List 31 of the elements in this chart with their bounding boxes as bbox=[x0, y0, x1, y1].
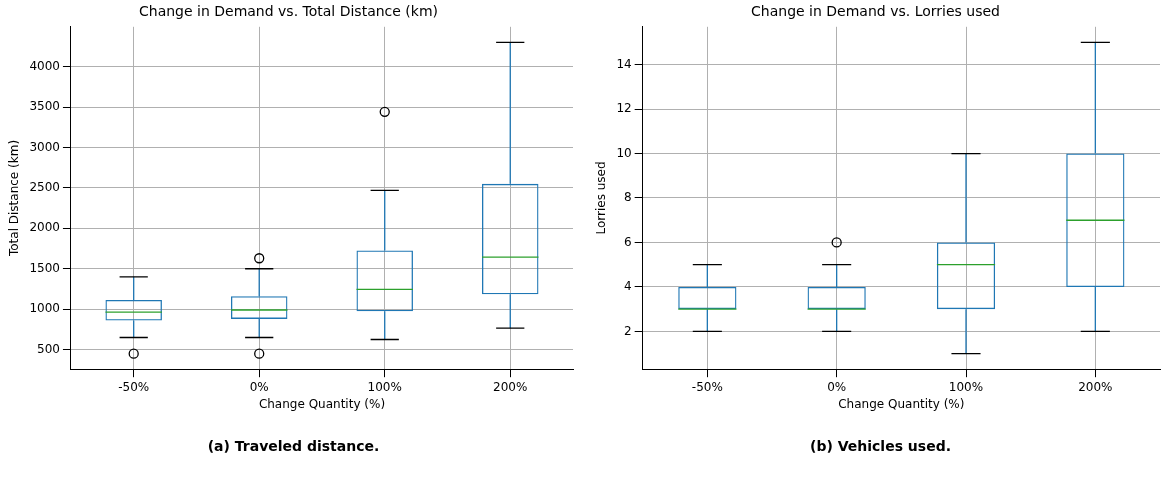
chart-title: Change in Demand vs. Total Distance (km) bbox=[138, 3, 439, 20]
x-tick-label: -50% bbox=[118, 379, 150, 394]
y-tick-label: 12 bbox=[616, 101, 632, 116]
x-tick-label: 100% bbox=[367, 379, 402, 394]
y-tick-label: 500 bbox=[37, 341, 60, 356]
x-tick-label: 0% bbox=[827, 379, 847, 394]
y-tick-label: 1500 bbox=[29, 260, 60, 275]
x-tick-label: -50% bbox=[691, 379, 723, 394]
y-axis-title: Total Distance (km) bbox=[7, 139, 22, 258]
y-tick-label: 6 bbox=[624, 234, 632, 249]
y-tick-label: 1000 bbox=[29, 301, 60, 316]
y-tick-label: 4000 bbox=[29, 58, 60, 73]
y-tick-label: 3500 bbox=[29, 99, 60, 114]
x-tick-label: 100% bbox=[948, 379, 984, 394]
y-tick-label: 2000 bbox=[29, 220, 60, 235]
y-axis-title: Lorries used bbox=[594, 161, 609, 235]
x-axis-title: Change Quantity (%) bbox=[258, 396, 386, 411]
x-tick-label: 0% bbox=[249, 379, 269, 394]
y-tick-label: 8 bbox=[624, 190, 632, 205]
x-axis-title: Change Quantity (%) bbox=[838, 396, 965, 411]
x-tick-label: 200% bbox=[493, 379, 528, 394]
chart-title: Change in Demand vs. Lorries used bbox=[751, 3, 1000, 20]
y-tick-label: 2500 bbox=[29, 180, 60, 195]
y-tick-label: 3000 bbox=[29, 139, 60, 154]
text: (a) Traveled distance. bbox=[206, 438, 381, 454]
text: (b) Vehicles used. bbox=[809, 438, 952, 454]
y-tick-label: 4 bbox=[624, 279, 632, 294]
x-tick-label: 200% bbox=[1078, 379, 1113, 394]
y-tick-label: 2 bbox=[624, 323, 632, 338]
y-tick-label: 14 bbox=[616, 56, 632, 71]
y-tick-label: 10 bbox=[616, 145, 632, 160]
